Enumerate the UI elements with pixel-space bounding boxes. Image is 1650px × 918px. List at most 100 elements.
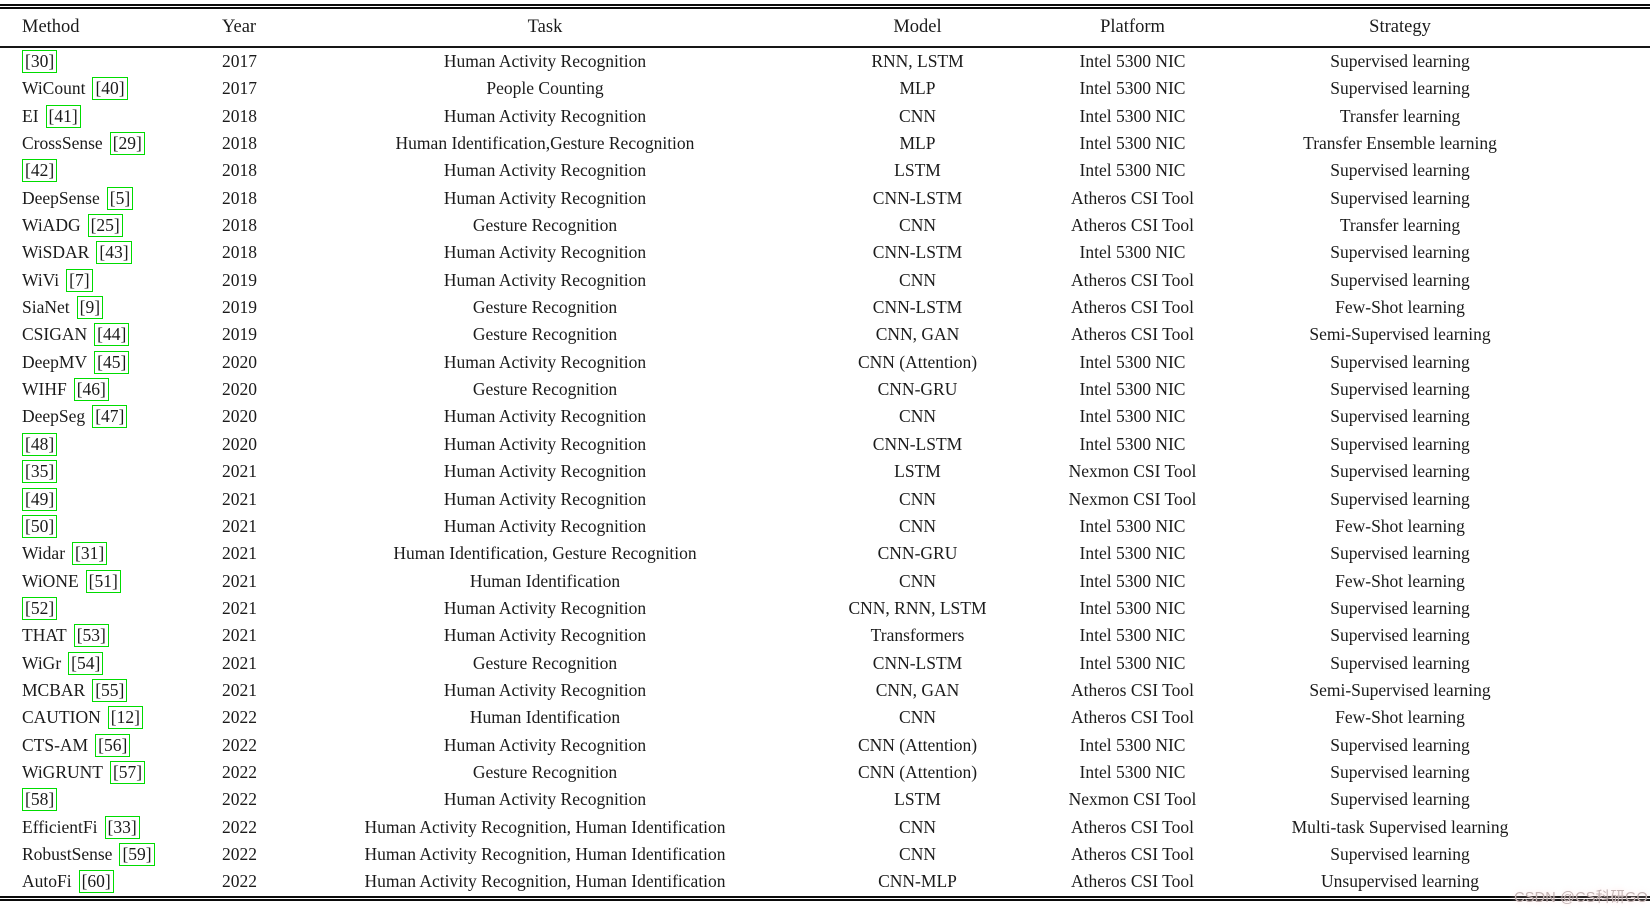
- model-cell: MLP: [899, 78, 936, 99]
- year-cell: 2021: [222, 625, 257, 646]
- method-name: AutoFi: [22, 871, 72, 892]
- method-name: DeepSense: [22, 187, 100, 208]
- platform-cell: Intel 5300 NIC: [1079, 406, 1186, 427]
- table-row: THAT [53] 2021 Human Activity Recognition…: [0, 622, 1650, 649]
- method-name: MCBAR: [22, 679, 86, 700]
- table-row: EfficientFi [33] 2022 Human Activity Reco…: [0, 814, 1650, 841]
- method-cell: [50]: [0, 513, 200, 540]
- table-row: [50] 2021 Human Activity Recognition CNN…: [0, 513, 1650, 540]
- citation-ref[interactable]: [31]: [72, 542, 108, 566]
- citation-ref[interactable]: [7]: [66, 268, 93, 292]
- method-cell: DeepSense [5]: [0, 185, 200, 212]
- citation-ref[interactable]: [41]: [45, 104, 81, 128]
- model-cell: CNN-LSTM: [872, 652, 963, 673]
- method-cell: WiADG [25]: [0, 212, 200, 239]
- table-row: [35] 2021 Human Activity Recognition LST…: [0, 458, 1650, 485]
- citation-ref[interactable]: [51]: [85, 569, 121, 593]
- citation-ref[interactable]: [52]: [22, 596, 58, 620]
- model-cell: RNN, LSTM: [871, 51, 964, 72]
- year-cell: 2021: [222, 515, 257, 536]
- task-cell: Human Identification: [469, 570, 621, 591]
- col-header-strategy: Strategy: [1369, 17, 1431, 37]
- citation-ref[interactable]: [50]: [22, 514, 58, 538]
- task-cell: Human Activity Recognition, Human Identi…: [364, 816, 726, 837]
- citation-ref[interactable]: [45]: [94, 350, 130, 374]
- citation-ref[interactable]: [25]: [87, 214, 123, 238]
- method-name: WiCount: [22, 78, 86, 99]
- citation-ref[interactable]: [9]: [76, 296, 104, 320]
- task-cell: Human Activity Recognition, Human Identi…: [364, 843, 726, 864]
- table-row: SiaNet [9] 2019 Gesture Recognition CNN-L…: [0, 294, 1650, 321]
- method-name: EfficientFi: [22, 816, 98, 837]
- strategy-cell: Supervised learning: [1330, 433, 1470, 454]
- table-row: WIHF [46] 2020 Gesture Recognition CNN-GR…: [0, 376, 1650, 403]
- method-cell: THAT [53]: [0, 622, 200, 649]
- platform-cell: Intel 5300 NIC: [1079, 625, 1186, 646]
- citation-ref[interactable]: [46]: [73, 378, 109, 402]
- citation-ref[interactable]: [33]: [104, 815, 140, 839]
- citation-ref[interactable]: [30]: [22, 50, 58, 74]
- task-cell: Human Activity Recognition, Human Identi…: [364, 871, 726, 892]
- method-cell: CSIGAN [44]: [0, 321, 200, 348]
- method-name: EI: [22, 105, 39, 126]
- citation-ref[interactable]: [44]: [94, 323, 130, 347]
- citation-ref[interactable]: [60]: [78, 870, 114, 894]
- platform-cell: Atheros CSI Tool: [1071, 871, 1194, 892]
- citation-ref[interactable]: [49]: [22, 487, 58, 511]
- strategy-cell: Transfer learning: [1339, 215, 1461, 236]
- citation-ref[interactable]: [48]: [22, 432, 58, 456]
- method-name: DeepMV: [22, 351, 88, 372]
- strategy-cell: Supervised learning: [1330, 160, 1470, 181]
- task-cell: Human Identification,Gesture Recognition: [395, 133, 695, 154]
- model-cell: CNN: [899, 105, 936, 126]
- citation-ref[interactable]: [40]: [92, 77, 128, 101]
- model-cell: Transformers: [870, 625, 965, 646]
- strategy-cell: Supervised learning: [1330, 488, 1470, 509]
- method-cell: RobustSense [59]: [0, 841, 200, 868]
- task-cell: Human Activity Recognition: [443, 242, 647, 263]
- citation-ref[interactable]: [57]: [109, 760, 146, 784]
- year-cell: 2019: [222, 269, 257, 290]
- citation-ref[interactable]: [56]: [95, 733, 131, 757]
- methods-survey-table: Method Year Task Model Platform Strategy…: [0, 9, 1650, 896]
- col-header-year: Year: [222, 17, 257, 37]
- platform-cell: Intel 5300 NIC: [1079, 51, 1186, 72]
- model-cell: LSTM: [894, 789, 941, 810]
- table-row: EI [41] 2018 Human Activity Recognition C…: [0, 103, 1650, 130]
- strategy-cell: Supervised learning: [1330, 597, 1470, 618]
- year-cell: 2022: [222, 761, 257, 782]
- platform-cell: Atheros CSI Tool: [1071, 297, 1194, 318]
- citation-ref[interactable]: [54]: [68, 651, 104, 675]
- year-cell: 2020: [222, 379, 257, 400]
- platform-cell: Intel 5300 NIC: [1079, 570, 1186, 591]
- citation-ref[interactable]: [58]: [22, 788, 58, 812]
- strategy-cell: Supervised learning: [1330, 625, 1470, 646]
- platform-cell: Intel 5300 NIC: [1079, 597, 1186, 618]
- citation-ref[interactable]: [55]: [92, 678, 128, 702]
- model-cell: CNN: [899, 488, 936, 509]
- method-cell: CTS-AM [56]: [0, 732, 200, 759]
- platform-cell: Intel 5300 NIC: [1079, 78, 1186, 99]
- citation-ref[interactable]: [29]: [109, 132, 145, 156]
- citation-ref[interactable]: [59]: [119, 842, 155, 866]
- col-header-task: Task: [527, 17, 563, 37]
- strategy-cell: Supervised learning: [1330, 461, 1470, 482]
- col-header-method: Method: [22, 17, 80, 37]
- year-cell: 2018: [222, 242, 257, 263]
- citation-ref[interactable]: [43]: [96, 241, 132, 265]
- citation-ref[interactable]: [47]: [92, 405, 128, 429]
- citation-ref[interactable]: [42]: [22, 159, 58, 183]
- citation-ref[interactable]: [5]: [106, 186, 134, 210]
- method-cell: WiSDAR [43]: [0, 239, 200, 266]
- table-row: [48] 2020 Human Activity Recognition CNN…: [0, 431, 1650, 458]
- task-cell: Human Activity Recognition: [443, 679, 647, 700]
- year-cell: 2018: [222, 187, 257, 208]
- citation-ref[interactable]: [12]: [107, 706, 143, 730]
- model-cell: CNN (Attention): [857, 761, 978, 782]
- citation-ref[interactable]: [35]: [22, 460, 58, 484]
- method-cell: WIHF [46]: [0, 376, 200, 403]
- citation-ref[interactable]: [53]: [73, 624, 109, 648]
- task-cell: Gesture Recognition: [472, 652, 618, 673]
- method-cell: WiONE [51]: [0, 568, 200, 595]
- table-row: DeepSense [5] 2018 Human Activity Recogni…: [0, 185, 1650, 212]
